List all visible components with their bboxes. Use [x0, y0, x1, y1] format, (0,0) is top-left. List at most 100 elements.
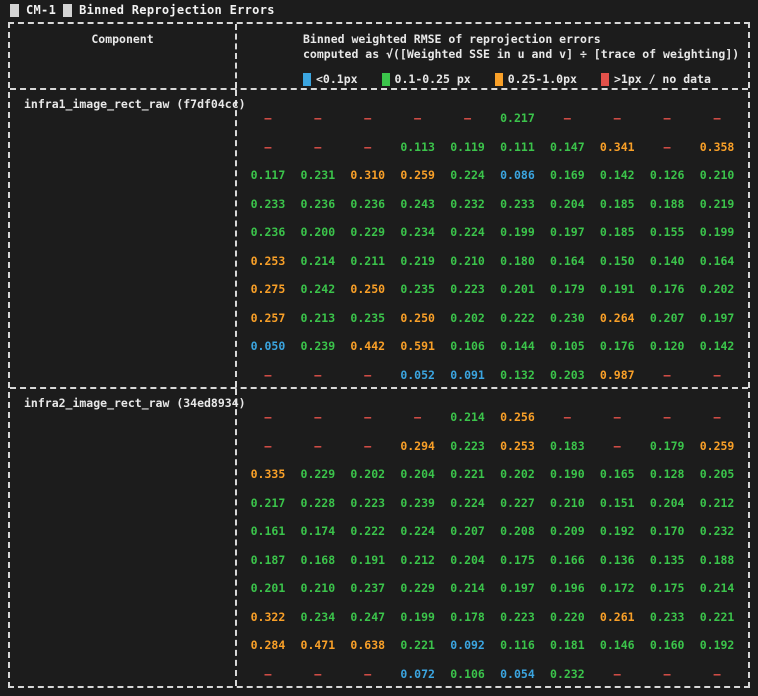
- grid-cell: –: [364, 111, 372, 126]
- grid-cell: 0.275: [250, 282, 286, 297]
- grid-cell: 0.170: [649, 524, 685, 539]
- grid-cell: 0.164: [550, 253, 585, 268]
- grid-cell: 0.442: [350, 339, 386, 354]
- grid-cell: 0.229: [350, 225, 386, 240]
- grid-cell: –: [563, 111, 571, 126]
- component-section: infra1_image_rect_raw (f7df04cc) – – – – – 0.…: [10, 88, 748, 387]
- grid-cell: 0.256: [500, 410, 535, 425]
- grid-cell: –: [314, 666, 322, 681]
- grid-cell: 0.207: [450, 524, 485, 539]
- grid-cell: 0.146: [599, 638, 635, 653]
- grid-cell: 0.106: [450, 666, 485, 681]
- grid-cell: 0.222: [350, 524, 386, 539]
- grid-cell: 0.116: [500, 638, 535, 653]
- grid-cell: 0.335: [250, 467, 286, 482]
- grid-cell: –: [364, 139, 372, 154]
- grid-cell: 0.212: [400, 552, 435, 567]
- grid-cell: –: [663, 410, 671, 425]
- grid-row: 0.257 0.213 0.235 0.250 0.202 0.222 0.230 0.264…: [243, 304, 742, 333]
- grid-cell: 0.199: [699, 225, 735, 240]
- title-block-icon: [63, 3, 73, 17]
- grid-cell: 0.294: [400, 438, 435, 453]
- grid-cell: 0.205: [699, 467, 735, 482]
- grid-cell: 0.219: [699, 196, 735, 211]
- grid-row: 0.201 0.210 0.237 0.229 0.214 0.197 0.196 0.172…: [243, 574, 742, 603]
- grid-cell: 0.228: [300, 495, 336, 510]
- grid-cell: 0.188: [699, 552, 735, 567]
- grid-cell: 0.204: [649, 495, 685, 510]
- grid-cell: 0.217: [500, 111, 535, 126]
- title-bar: CM-1 Binned Reprojection Errors: [10, 2, 275, 18]
- grid-cell: 0.224: [450, 495, 485, 510]
- grid-cell: 0.224: [450, 225, 485, 240]
- grid-cell: 0.197: [500, 581, 535, 596]
- grid-cell: 0.204: [400, 467, 435, 482]
- grid-cell: 0.284: [250, 638, 286, 653]
- grid-cell: 0.987: [599, 367, 635, 382]
- grid-cell: –: [613, 666, 621, 681]
- grid-cell: 0.197: [699, 310, 735, 325]
- grid-cell: 0.201: [250, 581, 286, 596]
- grid-cell: 0.322: [250, 609, 286, 624]
- grid-cell: 0.202: [450, 310, 485, 325]
- grid-cell: 0.229: [400, 581, 435, 596]
- component-header-label: Component: [91, 32, 154, 46]
- grid-cell: 0.236: [350, 196, 386, 211]
- grid-cell: 0.242: [300, 282, 336, 297]
- grid-cell: 0.113: [400, 139, 435, 154]
- grid-cell: 0.239: [300, 339, 336, 354]
- legend-label: 0.25-1.0px: [507, 72, 577, 86]
- grid-cell: 0.264: [599, 310, 635, 325]
- metric-column-header: Binned weighted RMSE of reprojection err…: [237, 24, 748, 88]
- grid-cell: 0.259: [400, 168, 435, 183]
- grid-cell: 0.214: [699, 581, 735, 596]
- report-table: Component Binned weighted RMSE of reproj…: [8, 22, 750, 688]
- grid-cell: –: [314, 111, 322, 126]
- grid-cell: 0.174: [300, 524, 336, 539]
- grid-cell: 0.092: [450, 638, 485, 653]
- grid-cell: –: [264, 410, 272, 425]
- grid-cell: 0.176: [599, 339, 635, 354]
- grid-cell: 0.132: [500, 367, 535, 382]
- rmse-grid: – – – – 0.214 0.256 – – – – – – – 0.294 0.223 0.253 0.18…: [237, 389, 748, 686]
- grid-cell: 0.239: [400, 495, 435, 510]
- grid-cell: 0.179: [550, 282, 585, 297]
- grid-cell: –: [264, 367, 272, 382]
- title-block-icon: [10, 3, 19, 17]
- grid-cell: –: [663, 666, 671, 681]
- legend-label: 0.1-0.25 px: [394, 72, 471, 86]
- grid-cell: 0.147: [550, 139, 585, 154]
- grid-cell: 0.172: [599, 581, 635, 596]
- grid-cell: 0.192: [599, 524, 635, 539]
- grid-cell: 0.232: [450, 196, 485, 211]
- grid-cell: 0.150: [599, 253, 635, 268]
- component-section: infra2_image_rect_raw (34ed8934) – – – – 0.2…: [10, 387, 748, 686]
- grid-cell: –: [464, 111, 472, 126]
- grid-cell: 0.207: [649, 310, 685, 325]
- grid-row: 0.236 0.200 0.229 0.234 0.224 0.199 0.197 0.185…: [243, 218, 742, 247]
- legend-swatch-icon: [303, 72, 311, 86]
- grid-cell: 0.217: [250, 495, 286, 510]
- grid-cell: 0.214: [450, 581, 485, 596]
- grid-cell: –: [264, 666, 272, 681]
- grid-cell: 0.223: [450, 438, 485, 453]
- grid-cell: 0.164: [699, 253, 735, 268]
- grid-cell: 0.236: [300, 196, 336, 211]
- grid-row: 0.217 0.228 0.223 0.239 0.224 0.227 0.210 0.151…: [243, 489, 742, 518]
- grid-cell: 0.231: [300, 168, 336, 183]
- grid-row: 0.335 0.229 0.202 0.204 0.221 0.202 0.190 0.165…: [243, 460, 742, 489]
- grid-cell: 0.196: [550, 581, 585, 596]
- grid-cell: 0.128: [649, 467, 685, 482]
- grid-cell: 0.155: [649, 225, 685, 240]
- grid-cell: –: [314, 438, 322, 453]
- grid-cell: 0.230: [550, 310, 585, 325]
- grid-cell: 0.229: [300, 467, 336, 482]
- grid-cell: 0.140: [649, 253, 685, 268]
- metric-header-line2: computed as √([Weighted SSE in u and v] …: [303, 46, 740, 61]
- rmse-grid: – – – – – 0.217 – – – – – – – 0.113 0.119 0.111 0.147 0.3…: [237, 90, 748, 387]
- grid-cell: 0.135: [649, 552, 685, 567]
- grid-cell: 0.179: [649, 438, 685, 453]
- grid-cell: 0.072: [400, 666, 435, 681]
- grid-cell: 0.185: [599, 225, 635, 240]
